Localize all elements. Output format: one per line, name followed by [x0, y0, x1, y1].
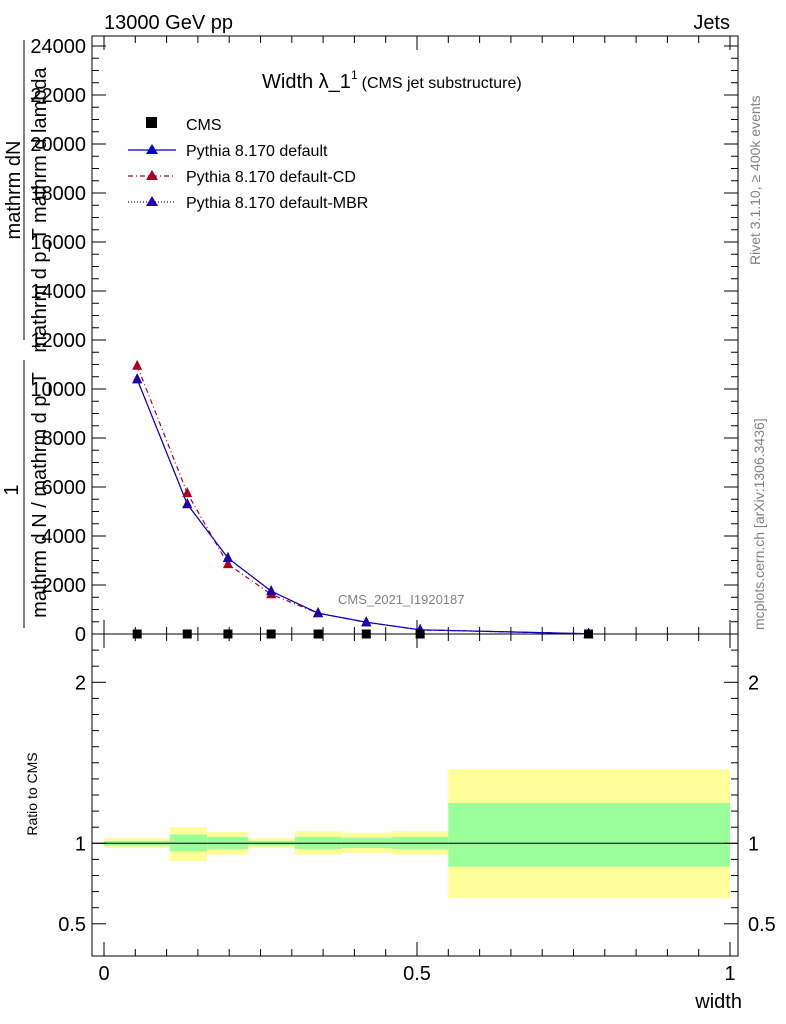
- legend: CMS Pythia 8.170 default Pythia 8.170 de…: [128, 117, 368, 212]
- main-ytick-label-1: 2000: [42, 575, 87, 597]
- ylabel-main-prefactor: 1: [1, 484, 23, 495]
- x-ticks: 0 0.5 1: [98, 36, 736, 985]
- xlabel: width: [694, 991, 742, 1013]
- series-2-point-2: [222, 552, 233, 563]
- series-2-point-1: [182, 498, 193, 509]
- series-lines: [136, 365, 589, 635]
- ylabel-main-numerator: mathrm dN: [3, 141, 25, 240]
- xtick-label-1: 0.5: [403, 963, 431, 985]
- legend-cms-marker: [146, 117, 157, 128]
- mcplots-label: mcplots.cern.ch [arXiv:1306.3436]: [751, 418, 767, 630]
- legend-cd-marker: [146, 170, 158, 180]
- ratio-ytick-label-left-2: 2: [75, 672, 86, 694]
- main-ytick-label-5: 10000: [30, 379, 86, 401]
- main-ytick-label-3: 6000: [42, 477, 87, 499]
- ratio-ytick-label-left-0: 0.5: [58, 914, 86, 936]
- cms-point-3: [266, 629, 276, 639]
- main-ytick-label-9: 18000: [30, 183, 86, 205]
- main-ytick-label-11: 22000: [30, 85, 86, 107]
- ratio-ytick-label-right-0: 0.5: [748, 914, 776, 936]
- ylabel-main-prefactor-denominator: mathrm d N / mathrm d p_T: [29, 372, 51, 618]
- ratio-ticks: 0.5 0.5 1 1 2 2: [58, 649, 776, 936]
- main-ytick-label-0: 0: [75, 624, 86, 646]
- ratio-band-inner-7: [448, 803, 730, 867]
- ylabel-main-denominator: mathrm d p_T mathrm d lambda: [29, 66, 51, 352]
- series-2-point-0: [132, 373, 143, 384]
- legend-mbr-marker: [146, 196, 158, 206]
- cms-point-4: [313, 629, 323, 639]
- main-ytick-label-8: 16000: [30, 232, 86, 254]
- header-right: Jets: [693, 12, 730, 34]
- ratio-ytick-label-right-2: 2: [748, 672, 759, 694]
- main-ytick-label-12: 24000: [30, 36, 86, 58]
- header-left: 13000 GeV pp: [104, 12, 233, 34]
- series-2-point-5: [361, 616, 372, 627]
- rivet-version-label: Rivet 3.1.10, ≥ 400k events: [747, 95, 763, 265]
- xtick-label-0: 0: [98, 963, 109, 985]
- main-ytick-label-6: 12000: [30, 330, 86, 352]
- series-1-point-2: [222, 558, 233, 569]
- main-ticks: 0 2000 4000 6000 8000 10000 12000 14000 16000 180…: [30, 36, 738, 646]
- cms-markers: [132, 629, 594, 639]
- ratio-ytick-label-left-1: 1: [75, 833, 86, 855]
- main-ytick-label-7: 14000: [30, 281, 86, 303]
- xtick-label-2: 1: [724, 963, 735, 985]
- main-panel-frame: [91, 35, 739, 635]
- ratio-ytick-label-right-1: 1: [748, 833, 759, 855]
- legend-cd-label: Pythia 8.170 default-CD: [186, 169, 356, 186]
- legend-default-label: Pythia 8.170 default: [186, 143, 328, 160]
- legend-mbr-label: Pythia 8.170 default-MBR: [186, 195, 368, 212]
- series-2-point-4: [313, 607, 324, 618]
- main-ytick-label-2: 4000: [42, 526, 87, 548]
- cms-point-7: [584, 629, 594, 639]
- chart-title: Width λ_11 (CMS jet substructure): [262, 68, 522, 93]
- cms-point-5: [361, 629, 371, 639]
- cms-point-2: [223, 629, 233, 639]
- legend-default-marker: [146, 144, 158, 154]
- main-ytick-label-10: 20000: [30, 134, 86, 156]
- series-2-point-3: [266, 585, 277, 596]
- cms-point-6: [415, 629, 425, 639]
- cms-point-0: [132, 629, 142, 639]
- series-1-point-0: [132, 359, 143, 370]
- legend-cms-label: CMS: [186, 117, 222, 134]
- cms-point-1: [182, 629, 192, 639]
- ylabel-ratio: Ratio to CMS: [24, 752, 40, 835]
- series-1-point-1: [182, 487, 193, 498]
- analysis-watermark: CMS_2021_I1920187: [338, 592, 465, 607]
- series-line-2: [136, 378, 589, 635]
- main-ytick-label-4: 8000: [42, 428, 87, 450]
